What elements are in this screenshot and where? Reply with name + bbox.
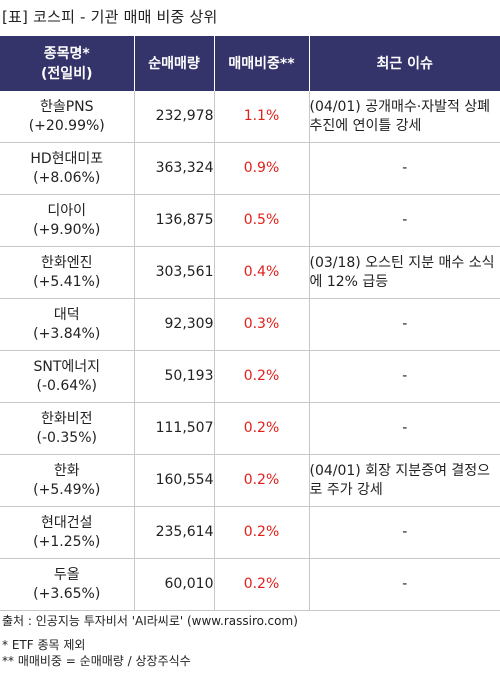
trade-ratio-cell: 0.2% xyxy=(214,558,310,611)
trade-ratio-cell: 0.3% xyxy=(214,298,310,351)
stock-change: (+1.25%) xyxy=(33,533,101,550)
net-volume-cell: 60,010 xyxy=(134,558,215,611)
table-row: HD현대미포 (+8.06%) 363,324 0.9% - xyxy=(0,142,500,195)
stock-name-cell: 디아이 (+9.90%) xyxy=(0,194,135,247)
stock-name-cell: 대덕 (+3.84%) xyxy=(0,298,135,351)
column-header-ratio: 매매비중** xyxy=(214,36,310,91)
net-volume-cell: 136,875 xyxy=(134,194,215,247)
trade-ratio-cell: 0.2% xyxy=(214,402,310,455)
net-volume-cell: 235,614 xyxy=(134,506,215,559)
column-header-name-line1: 종목명* xyxy=(43,45,90,62)
stock-name: HD현대미포 xyxy=(30,150,104,167)
table-row: 현대건설 (+1.25%) 235,614 0.2% - xyxy=(0,506,500,559)
trade-ratio-cell: 0.2% xyxy=(214,454,310,507)
column-header-name: 종목명* (전일비) xyxy=(0,36,135,91)
column-header-name-line2: (전일비) xyxy=(41,65,93,82)
footnote-etf: * ETF 종목 제외 xyxy=(2,638,86,652)
trade-ratio-cell: 0.5% xyxy=(214,194,310,247)
stock-name: SNT에너지 xyxy=(33,358,101,375)
stock-name: 한화 xyxy=(53,462,80,479)
recent-issue-cell: - xyxy=(309,298,500,351)
table-row: 한화 (+5.49%) 160,554 0.2% (04/01) 회장 지분증여 결정으… xyxy=(0,454,500,507)
trade-ratio-cell: 0.2% xyxy=(214,506,310,559)
stock-name: 현대건설 xyxy=(40,514,93,531)
trade-ratio-cell: 0.4% xyxy=(214,246,310,299)
recent-issue-cell: - xyxy=(309,506,500,559)
table-title: [표] 코스피 - 기관 매매 비중 상위 xyxy=(2,8,218,26)
table-row: 한솔PNS (+20.99%) 232,978 1.1% (04/01) 공개매수·자발… xyxy=(0,91,500,143)
stock-name: 디아이 xyxy=(47,202,87,219)
table-row: 대덕 (+3.84%) 92,309 0.3% - xyxy=(0,298,500,351)
recent-issue-cell: - xyxy=(309,142,500,195)
stock-name-cell: 한화 (+5.49%) xyxy=(0,454,135,507)
table-row: 디아이 (+9.90%) 136,875 0.5% - xyxy=(0,194,500,247)
column-header-issue: 최근 이슈 xyxy=(309,36,500,91)
net-volume-cell: 50,193 xyxy=(134,350,215,403)
stock-name: 한화엔진 xyxy=(40,254,93,271)
net-volume-cell: 111,507 xyxy=(134,402,215,455)
stock-change: (+20.99%) xyxy=(28,117,105,134)
stock-change: (+5.41%) xyxy=(33,273,101,290)
trade-ratio-cell: 0.9% xyxy=(214,142,310,195)
table-row: 두올 (+3.65%) 60,010 0.2% - xyxy=(0,558,500,611)
recent-issue-cell: - xyxy=(309,350,500,403)
stock-change: (+3.84%) xyxy=(33,325,101,342)
recent-issue-cell: (04/01) 공개매수·자발적 상폐 추진에 연이틀 강세 xyxy=(309,91,500,143)
ranking-table: 종목명* (전일비) 순매매량 매매비중** 최근 이슈 한솔PNS (+20.9… xyxy=(0,36,500,611)
net-volume-cell: 92,309 xyxy=(134,298,215,351)
stock-name-cell: HD현대미포 (+8.06%) xyxy=(0,142,135,195)
trade-ratio-cell: 1.1% xyxy=(214,91,310,143)
recent-issue-cell: - xyxy=(309,194,500,247)
trade-ratio-cell: 0.2% xyxy=(214,350,310,403)
stock-name-cell: 한화엔진 (+5.41%) xyxy=(0,246,135,299)
stock-name-cell: 현대건설 (+1.25%) xyxy=(0,506,135,559)
stock-name-cell: SNT에너지 (-0.64%) xyxy=(0,350,135,403)
stock-name: 한화비전 xyxy=(40,410,93,427)
table-row: 한화비전 (-0.35%) 111,507 0.2% - xyxy=(0,402,500,455)
stock-name-cell: 두올 (+3.65%) xyxy=(0,558,135,611)
table-row: SNT에너지 (-0.64%) 50,193 0.2% - xyxy=(0,350,500,403)
stock-change: (-0.64%) xyxy=(36,377,97,394)
net-volume-cell: 303,561 xyxy=(134,246,215,299)
recent-issue-cell: - xyxy=(309,402,500,455)
net-volume-cell: 160,554 xyxy=(134,454,215,507)
stock-change: (+9.90%) xyxy=(33,221,101,238)
table-row: 한화엔진 (+5.41%) 303,561 0.4% (03/18) 오스틴 지분 매수… xyxy=(0,246,500,299)
stock-change: (-0.35%) xyxy=(36,429,97,446)
stock-name-cell: 한솔PNS (+20.99%) xyxy=(0,91,135,143)
recent-issue-cell: (03/18) 오스틴 지분 매수 소식에 12% 급등 xyxy=(309,246,500,299)
stock-change: (+8.06%) xyxy=(33,169,101,186)
recent-issue-cell: (04/01) 회장 지분증여 결정으로 주가 강세 xyxy=(309,454,500,507)
column-header-volume: 순매매량 xyxy=(134,36,215,91)
net-volume-cell: 363,324 xyxy=(134,142,215,195)
source-note: 출처 : 인공지능 투자비서 'AI라씨로' (www.rassiro.com) xyxy=(2,614,298,628)
stock-name: 한솔PNS xyxy=(39,98,94,115)
footnote-ratio-formula: ** 매매비중 = 순매매량 / 상장주식수 xyxy=(2,654,191,668)
stock-name: 대덕 xyxy=(53,306,80,323)
stock-name: 두올 xyxy=(53,566,80,583)
recent-issue-cell: - xyxy=(309,558,500,611)
stock-name-cell: 한화비전 (-0.35%) xyxy=(0,402,135,455)
stock-change: (+3.65%) xyxy=(33,585,101,602)
table-header-row: 종목명* (전일비) 순매매량 매매비중** 최근 이슈 xyxy=(0,36,500,91)
stock-change: (+5.49%) xyxy=(33,481,101,498)
net-volume-cell: 232,978 xyxy=(134,91,215,143)
